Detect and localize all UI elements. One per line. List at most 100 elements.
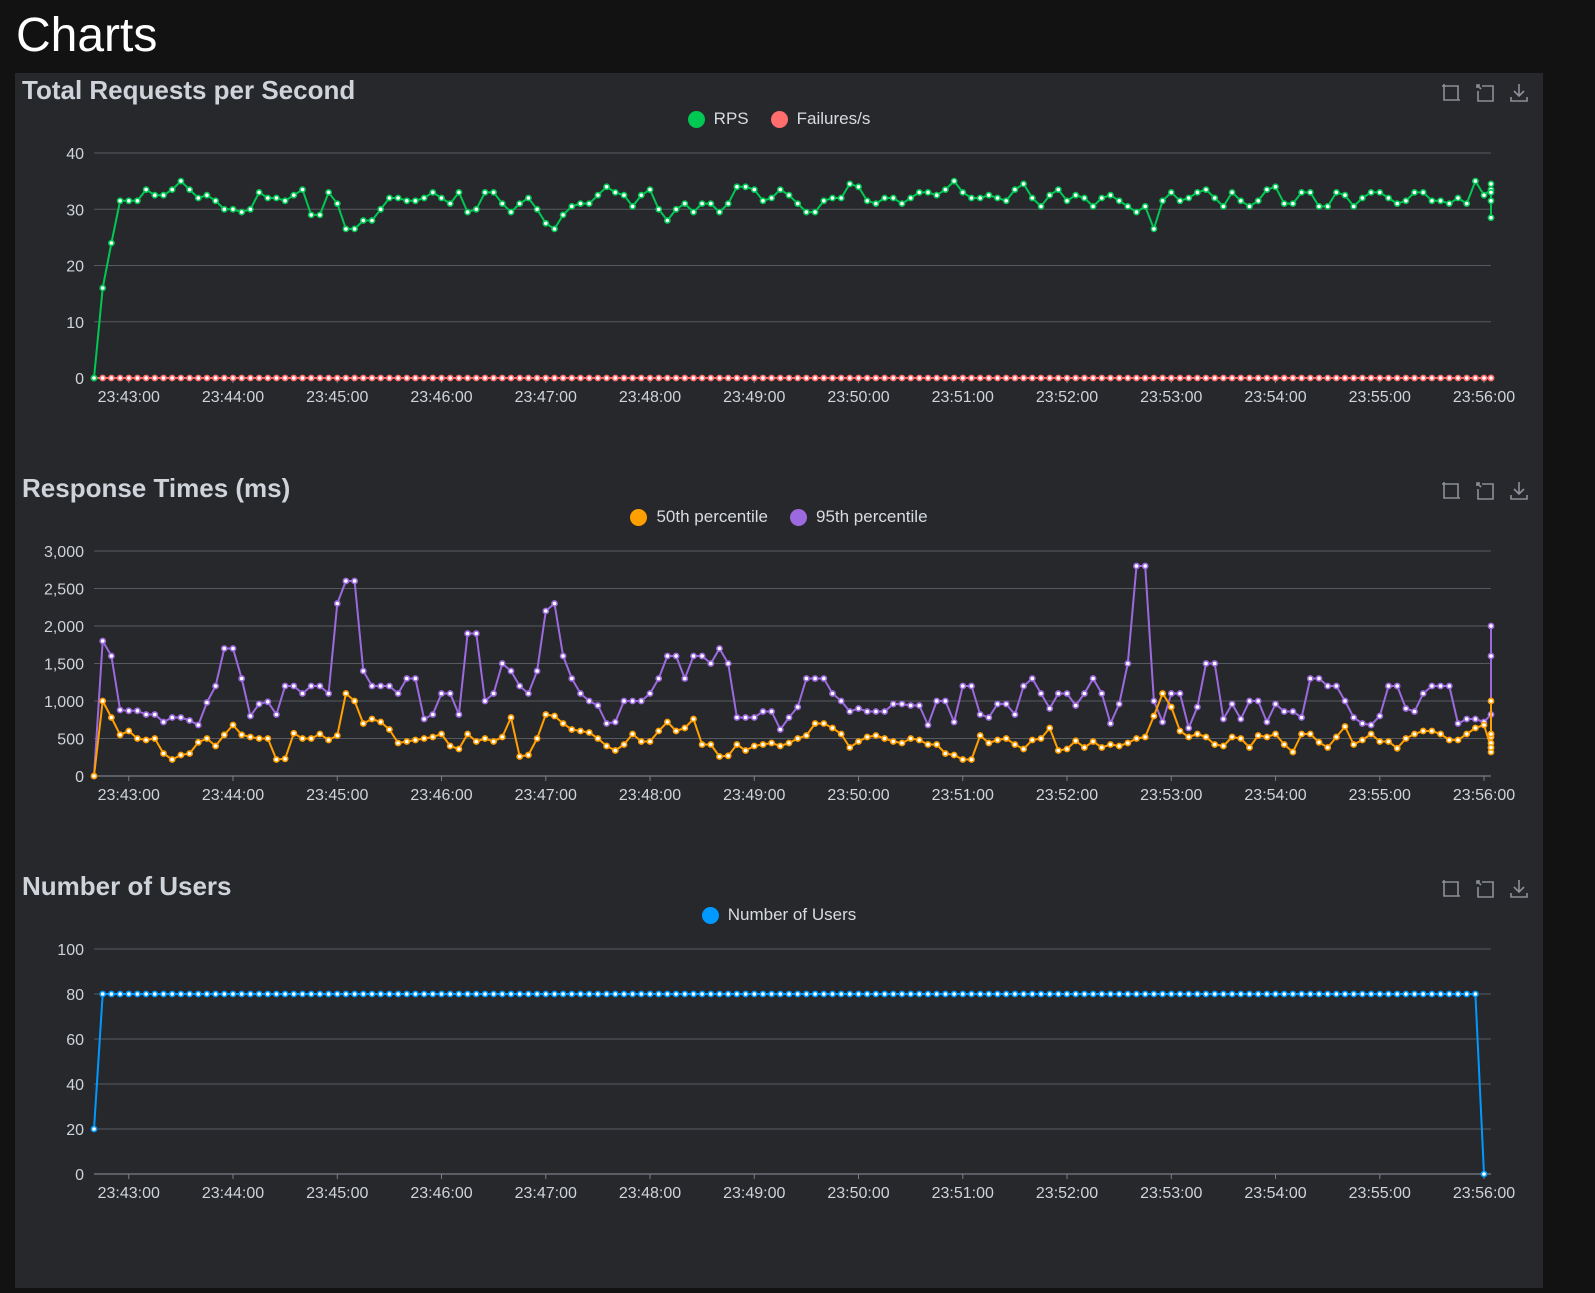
data-point[interactable]	[411, 675, 419, 682]
data-point[interactable]	[403, 374, 411, 382]
data-point[interactable]	[1298, 714, 1305, 721]
data-point[interactable]	[1124, 660, 1132, 667]
zoom-button[interactable]	[1439, 479, 1463, 503]
data-point[interactable]	[1367, 189, 1375, 196]
data-point[interactable]	[1472, 724, 1479, 732]
data-point[interactable]	[394, 739, 402, 747]
data-point[interactable]	[481, 189, 489, 196]
data-point[interactable]	[1176, 727, 1184, 735]
data-point[interactable]	[290, 191, 298, 199]
data-point[interactable]	[1141, 374, 1149, 382]
data-point[interactable]	[785, 374, 793, 382]
data-point[interactable]	[1159, 374, 1166, 382]
data-point[interactable]	[1487, 622, 1495, 630]
data-point[interactable]	[1437, 197, 1444, 205]
data-point[interactable]	[1089, 990, 1097, 998]
data-point[interactable]	[1445, 374, 1453, 382]
data-point[interactable]	[299, 374, 306, 382]
data-point[interactable]	[724, 200, 732, 207]
data-point[interactable]	[968, 194, 975, 202]
data-point[interactable]	[1385, 374, 1392, 382]
data-point[interactable]	[342, 374, 350, 382]
data-point[interactable]	[438, 990, 445, 998]
data-point[interactable]	[1411, 990, 1418, 998]
data-point[interactable]	[281, 682, 289, 690]
data-point[interactable]	[307, 735, 315, 742]
data-point[interactable]	[629, 697, 636, 705]
data-point[interactable]	[1254, 697, 1262, 705]
data-point[interactable]	[620, 741, 628, 748]
data-point[interactable]	[99, 284, 107, 292]
data-point[interactable]	[1272, 700, 1279, 708]
data-point[interactable]	[794, 735, 802, 742]
data-point[interactable]	[385, 374, 393, 382]
data-point[interactable]	[750, 742, 758, 750]
data-point[interactable]	[533, 735, 541, 742]
data-point[interactable]	[299, 990, 306, 998]
data-point[interactable]	[108, 652, 115, 660]
data-point[interactable]	[1020, 374, 1027, 382]
data-point[interactable]	[255, 189, 263, 196]
data-point[interactable]	[377, 682, 385, 690]
data-point[interactable]	[889, 738, 897, 745]
data-point[interactable]	[464, 730, 471, 738]
data-point[interactable]	[1385, 990, 1392, 998]
data-point[interactable]	[203, 374, 211, 382]
data-point[interactable]	[1333, 733, 1340, 741]
data-point[interactable]	[134, 374, 141, 382]
data-point[interactable]	[116, 706, 124, 714]
data-point[interactable]	[507, 990, 515, 998]
data-point[interactable]	[99, 990, 107, 998]
data-point[interactable]	[1228, 733, 1236, 741]
data-point[interactable]	[577, 374, 584, 382]
data-point[interactable]	[1107, 374, 1114, 382]
data-point[interactable]	[1098, 690, 1106, 697]
data-point[interactable]	[1428, 727, 1436, 735]
data-point[interactable]	[855, 990, 862, 998]
data-point[interactable]	[333, 374, 341, 382]
data-point[interactable]	[1402, 374, 1410, 382]
data-point[interactable]	[1081, 374, 1088, 382]
data-point[interactable]	[533, 374, 541, 382]
data-point[interactable]	[750, 186, 758, 193]
data-point[interactable]	[664, 374, 671, 382]
data-point[interactable]	[681, 724, 689, 732]
data-point[interactable]	[794, 374, 802, 382]
data-point[interactable]	[1472, 177, 1479, 185]
data-point[interactable]	[1220, 202, 1227, 210]
data-point[interactable]	[994, 194, 1001, 202]
data-point[interactable]	[533, 205, 541, 213]
data-point[interactable]	[1211, 194, 1219, 202]
data-point[interactable]	[620, 990, 628, 998]
data-point[interactable]	[1220, 990, 1227, 998]
data-point[interactable]	[1011, 741, 1019, 748]
data-point[interactable]	[568, 202, 576, 210]
data-point[interactable]	[1472, 990, 1479, 998]
data-point[interactable]	[742, 990, 749, 998]
data-point[interactable]	[811, 208, 819, 216]
data-point[interactable]	[551, 990, 558, 998]
data-point[interactable]	[1107, 720, 1114, 727]
data-point[interactable]	[1487, 374, 1495, 382]
data-point[interactable]	[577, 990, 584, 998]
data-point[interactable]	[1194, 189, 1201, 196]
data-point[interactable]	[959, 756, 967, 763]
data-point[interactable]	[516, 990, 524, 998]
data-point[interactable]	[411, 374, 419, 382]
data-point[interactable]	[837, 730, 845, 738]
data-point[interactable]	[1280, 374, 1288, 382]
data-point[interactable]	[594, 735, 602, 742]
data-point[interactable]	[1359, 990, 1366, 998]
data-point[interactable]	[203, 191, 211, 199]
data-point[interactable]	[160, 990, 167, 998]
data-point[interactable]	[229, 645, 237, 652]
data-point[interactable]	[1463, 730, 1471, 738]
data-point[interactable]	[168, 374, 176, 382]
data-point[interactable]	[733, 714, 741, 721]
data-point[interactable]	[1315, 990, 1323, 998]
data-point[interactable]	[1280, 200, 1288, 207]
data-point[interactable]	[1487, 180, 1495, 188]
data-point[interactable]	[1194, 990, 1201, 998]
data-point[interactable]	[1454, 374, 1462, 382]
data-point[interactable]	[194, 374, 202, 382]
